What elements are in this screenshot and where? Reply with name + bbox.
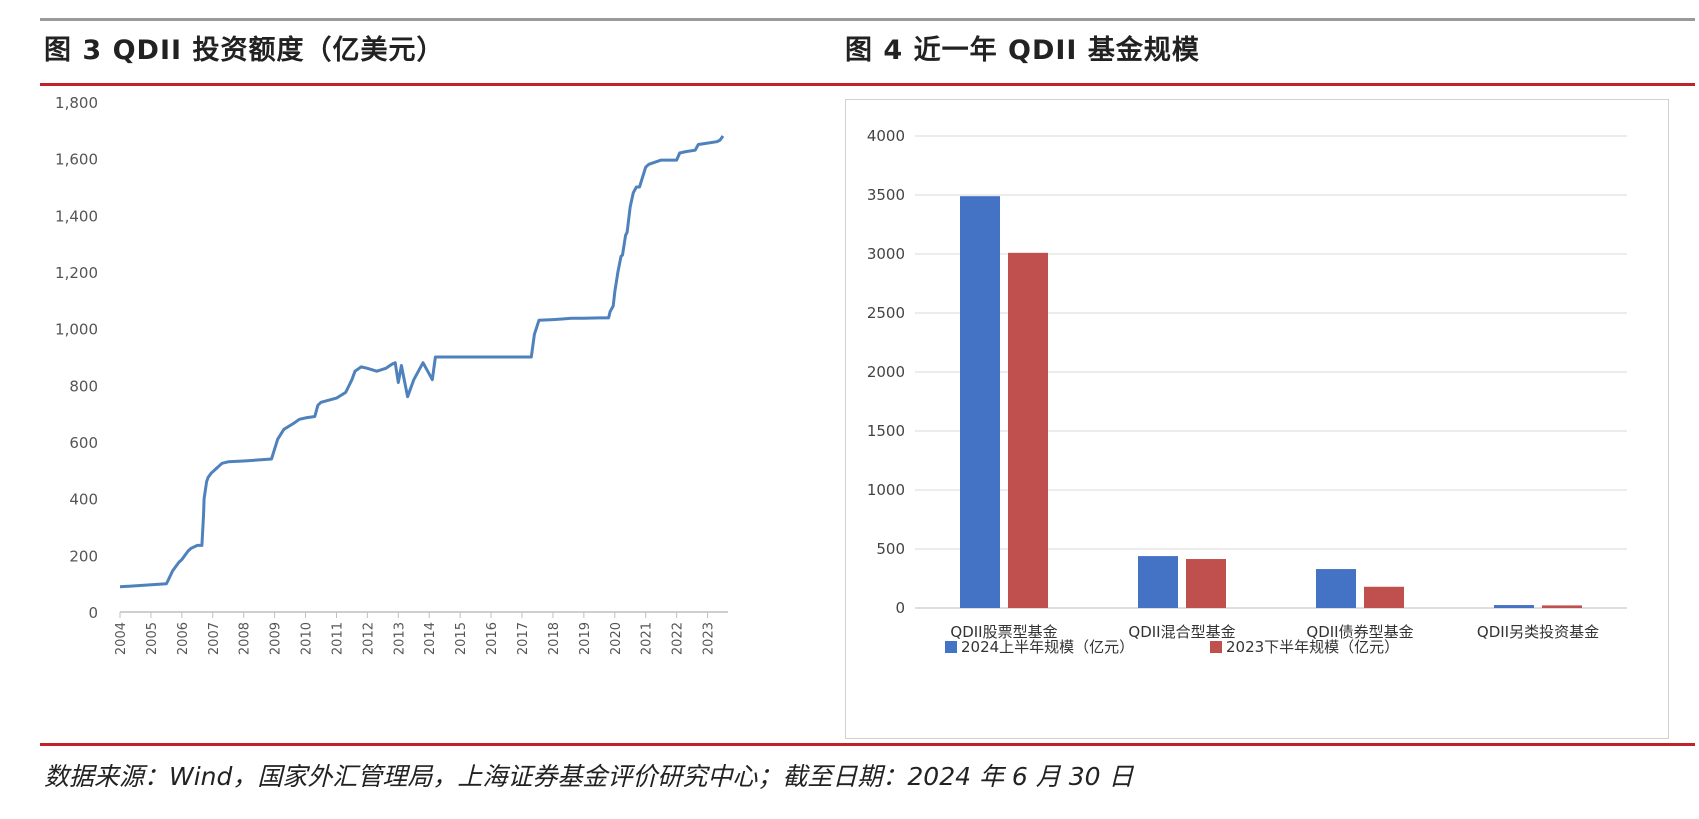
y-tick-label: 500 [876,540,905,558]
y-tick-label: 1,000 [55,321,98,339]
x-tick-label: 2004 [114,622,129,655]
y-tick-label: 2000 [867,363,905,381]
fund-size-chart-frame [845,99,1669,739]
x-tick-label: 2016 [485,622,500,655]
legend-label: 2023下半年规模（亿元） [1226,638,1399,656]
x-tick-label: 2017 [516,622,531,655]
bar-2024h1 [1138,556,1178,608]
category-label: QDII另类投资基金 [1477,623,1599,641]
y-tick-label: 3500 [867,186,905,204]
y-tick-label: 2500 [867,304,905,322]
y-tick-label: 200 [69,547,98,565]
x-tick-label: 2010 [300,622,315,655]
qdii-quota-line-chart: 0 200 400 600 800 1,000 1,200 1,400 1,600 1,800 20… [55,94,728,655]
y-tick-label: 1500 [867,422,905,440]
bar-2024h1 [960,196,1000,608]
x-tick-label: 2021 [640,622,655,655]
bar-2023h2 [1364,586,1404,608]
y-tick-label: 1,800 [55,94,98,112]
x-tick-label: 2018 [547,622,562,655]
category-label: QDII债券型基金 [1306,623,1413,641]
bar-2024h1 [1316,569,1356,608]
y-tick-label: 1,200 [55,264,98,282]
figure4-title: 图 4 近一年 QDII 基金规模 [845,35,1200,66]
bar-2023h2 [1008,252,1048,608]
x-tick-label: 2007 [207,622,222,655]
x-tick-label: 2023 [702,622,717,655]
category-label: QDII混合型基金 [1128,623,1235,641]
x-tick-label: 2013 [392,622,407,655]
bar-2023h2 [1186,559,1226,608]
source-note: 数据来源：Wind，国家外汇管理局，上海证券基金评价研究中心；截至日期：2024… [44,762,1134,791]
legend-label: 2024上半年规模（亿元） [961,638,1134,656]
category-label: QDII股票型基金 [950,623,1057,641]
y-tick-label: 0 [88,604,98,622]
x-tick-label: 2011 [330,622,345,655]
y-tick-label: 3000 [867,245,905,263]
x-tick-label: 2020 [609,622,624,655]
figure3-title: 图 3 QDII 投资额度（亿美元） [44,35,445,66]
y-tick-label: 400 [69,491,98,509]
qdii-fund-size-bar-chart: 0 500 1000 1500 2000 2500 3000 3500 4000 QDII股票型基… [867,127,1627,656]
header-red-rule [40,83,1695,86]
x-tick-label: 2008 [238,622,253,655]
y-tick-label: 600 [69,434,98,452]
x-tick-label: 2006 [176,622,191,655]
bar-2024h1 [1494,605,1534,608]
x-tick-label: 2009 [269,622,284,655]
qdii-quota-series-line [119,135,725,589]
x-tick-label: 2019 [578,622,593,655]
bar-2023h2 [1542,605,1582,608]
top-divider [40,18,1695,21]
y-tick-label: 1000 [867,481,905,499]
x-tick-label: 2022 [671,622,686,655]
y-tick-label: 800 [69,377,98,395]
y-tick-label: 0 [895,599,905,617]
x-tick-label: 2015 [454,622,469,655]
x-tick-label: 2012 [361,622,376,655]
legend-swatch [945,641,957,653]
legend-swatch [1210,641,1222,653]
y-tick-label: 1,400 [55,207,98,225]
x-tick-label: 2005 [145,622,160,655]
y-tick-label: 4000 [867,127,905,145]
x-tick-label: 2014 [423,622,438,655]
footer-red-rule [40,743,1695,746]
y-tick-label: 1,600 [55,151,98,169]
